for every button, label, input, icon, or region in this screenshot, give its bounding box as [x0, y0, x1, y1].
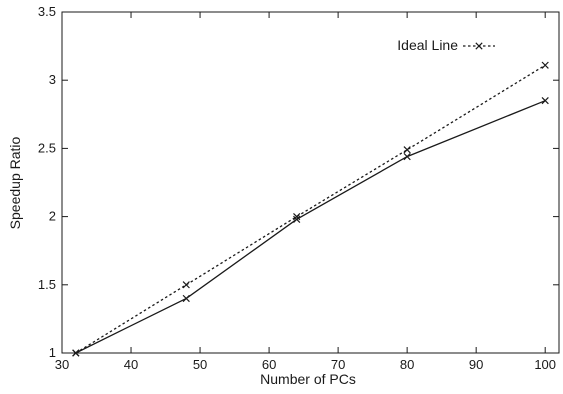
legend-marker-sample [475, 42, 483, 50]
x-tick-label-40: 40 [124, 357, 138, 372]
x-tick-label-50: 50 [193, 357, 207, 372]
x-axis-label: Number of PCs [260, 371, 356, 387]
y-tick-label-1.5: 1.5 [38, 277, 56, 292]
x-tick-label-80: 80 [400, 357, 414, 372]
legend: Ideal Line [397, 37, 495, 53]
series-0-point-1 [182, 294, 190, 303]
series-0-point-4 [541, 97, 549, 105]
x-tick-label-100: 100 [534, 357, 556, 372]
y-tick-label-2.5: 2.5 [38, 140, 56, 155]
series-1-point-2 [293, 212, 301, 221]
series-0-point-3 [403, 152, 411, 161]
series-1-point-0 [72, 349, 80, 357]
measured-speedup-series [75, 100, 546, 354]
legend-label-ideal-line: Ideal Line [397, 37, 458, 53]
ideal-line-series [75, 64, 546, 354]
y-tick-label-3.5: 3.5 [38, 4, 56, 19]
x-tick-label-60: 60 [262, 357, 276, 372]
plot-frame [61, 11, 560, 354]
series-1-point-3 [403, 146, 411, 154]
x-tick-label-90: 90 [469, 357, 483, 372]
series-1-point-4 [541, 61, 549, 69]
axis-ticks: 30 40 50 60 70 80 90 100 1 1.5 2 2.5 3 3.5 [38, 4, 559, 372]
x-tick-label-70: 70 [331, 357, 345, 372]
y-tick-label-3: 3 [49, 72, 56, 87]
series-1-point-1 [182, 281, 190, 289]
y-tick-label-2: 2 [49, 209, 56, 224]
y-axis-label: Speedup Ratio [7, 136, 23, 229]
y-tick-label-1: 1 [49, 345, 56, 360]
series-lines [72, 61, 549, 357]
x-tick-label-30: 30 [55, 357, 69, 372]
